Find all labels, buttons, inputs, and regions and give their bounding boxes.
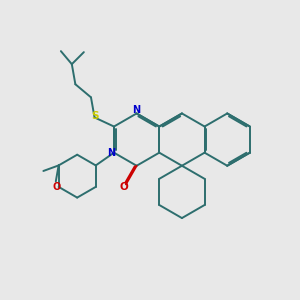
Text: S: S bbox=[91, 111, 98, 121]
Text: O: O bbox=[119, 182, 128, 192]
Text: O: O bbox=[52, 182, 60, 192]
Text: N: N bbox=[133, 106, 141, 116]
Text: N: N bbox=[107, 148, 116, 158]
